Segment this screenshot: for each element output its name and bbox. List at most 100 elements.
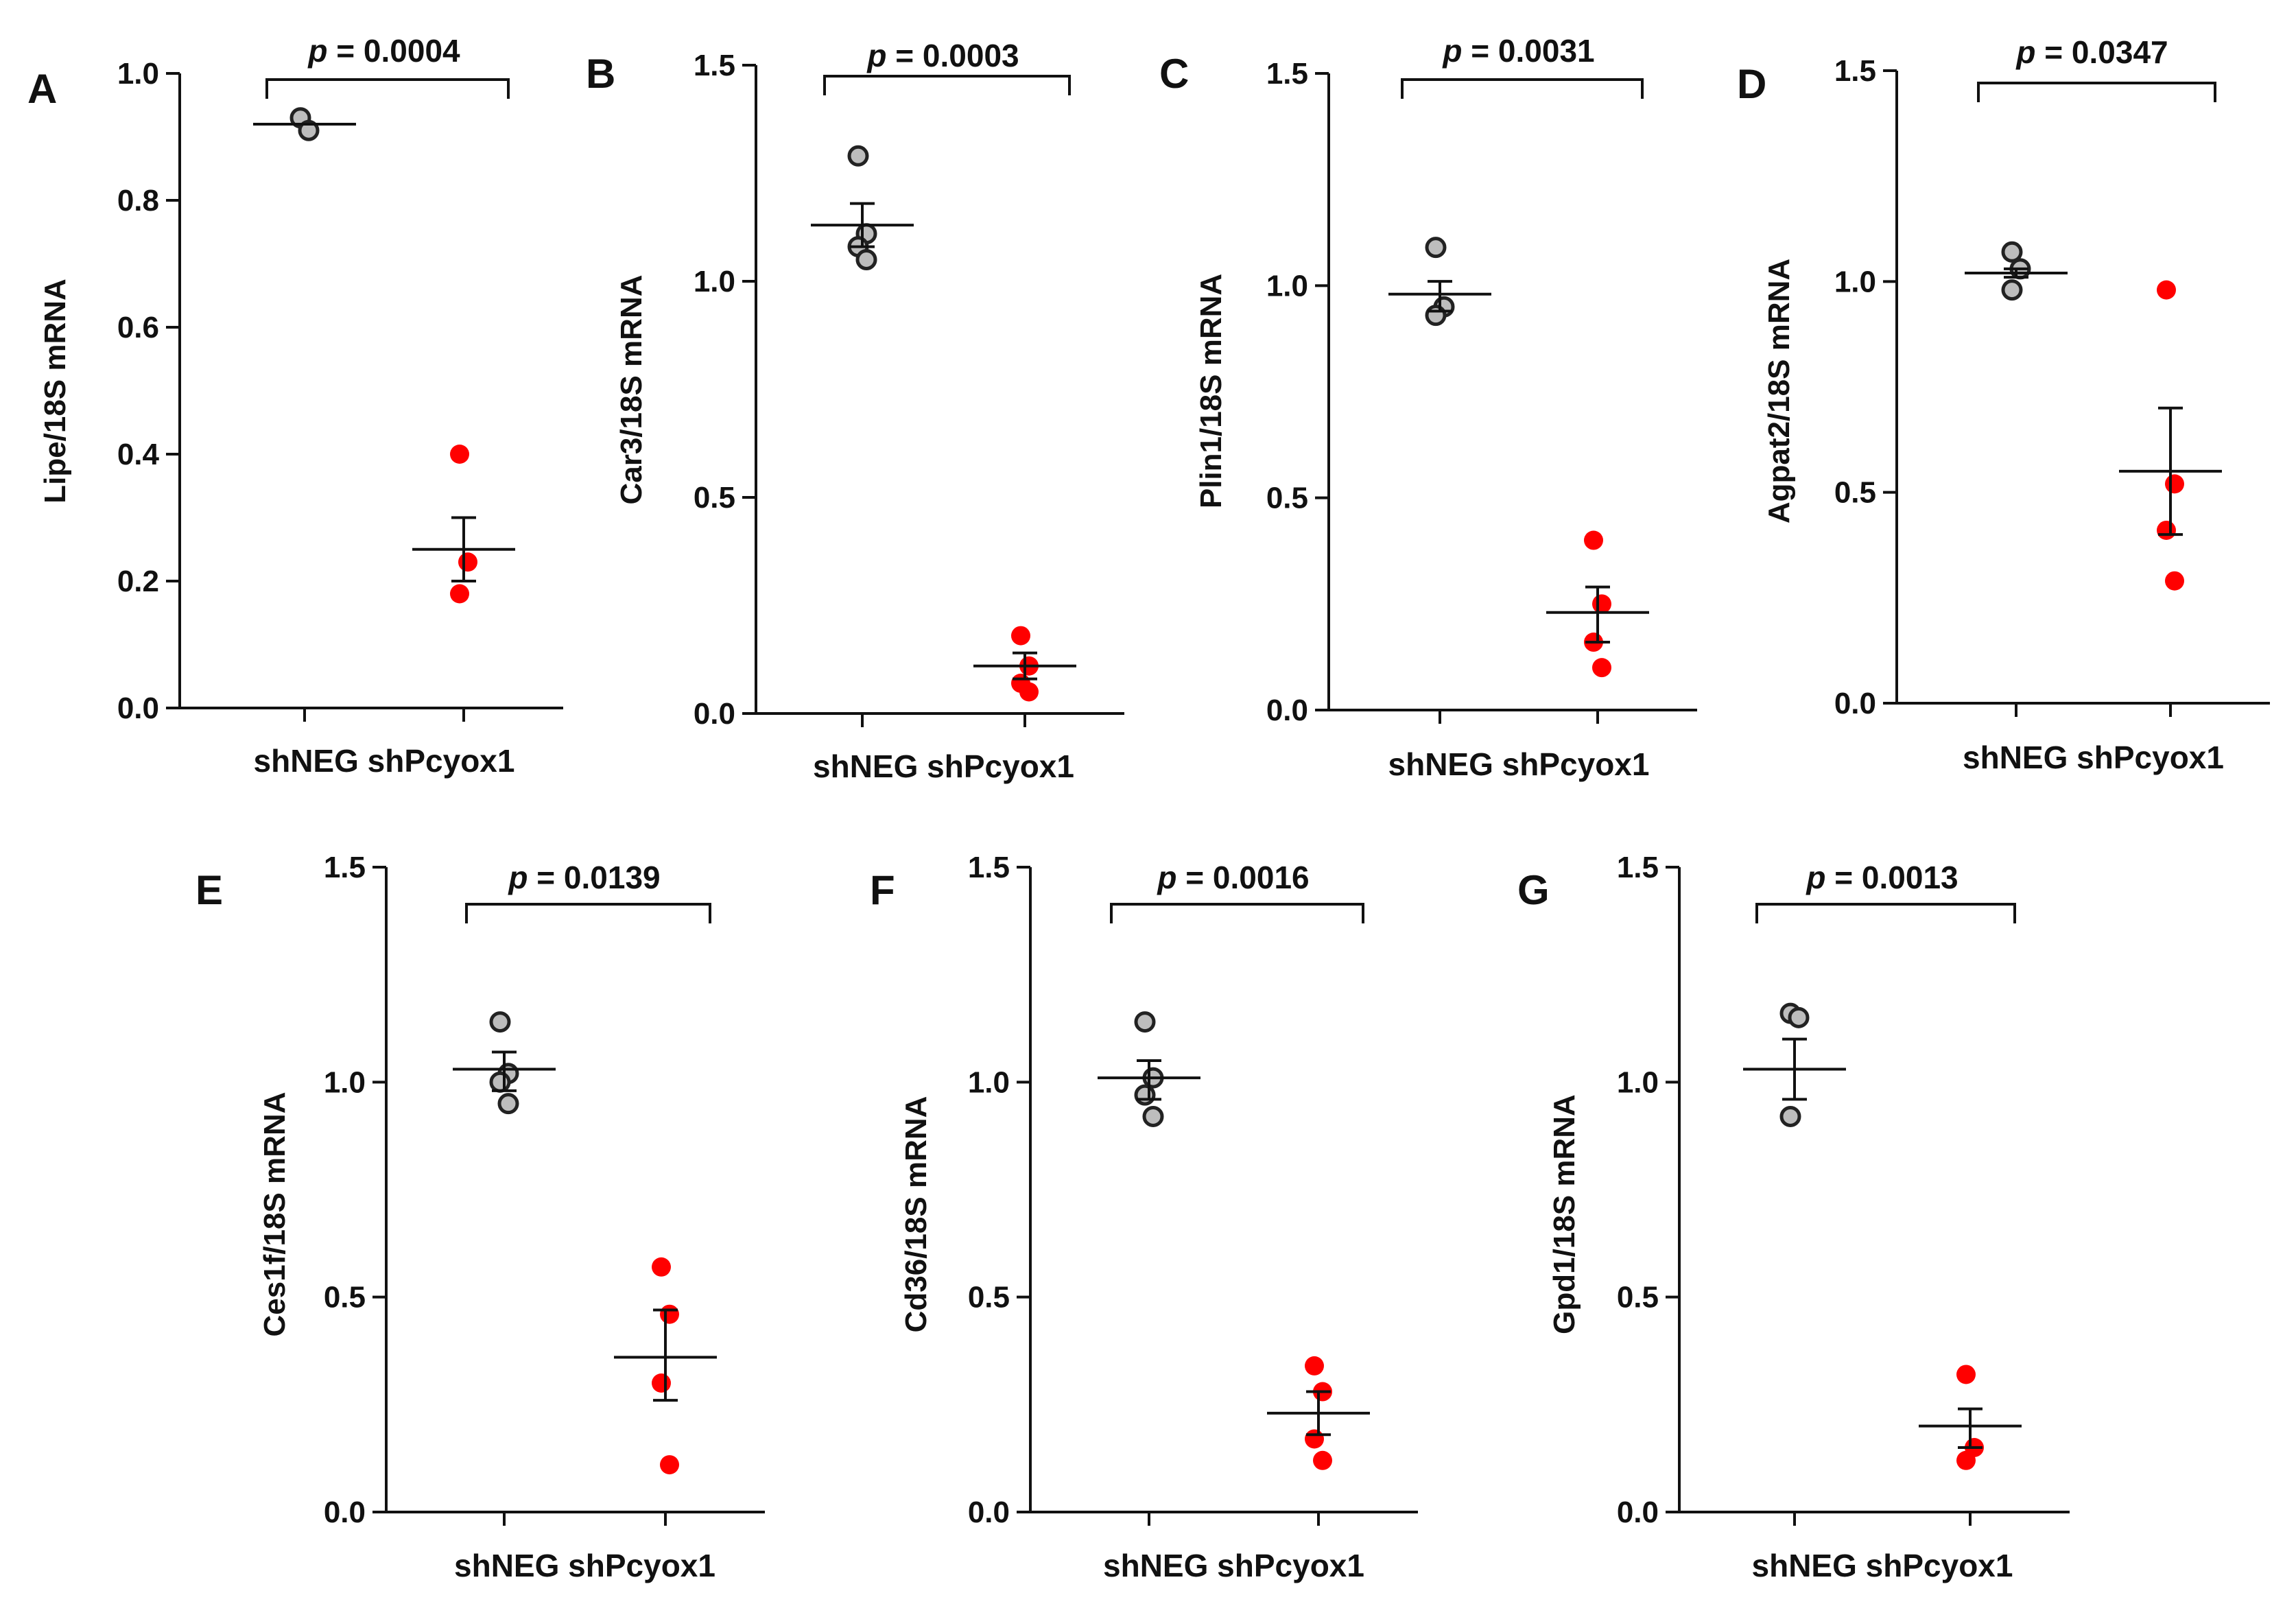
data-point-shpcyox1 [1011,626,1030,646]
group-shpcyox1 [412,445,515,604]
p-value-label: p = 0.0139 [507,860,660,895]
data-point-shpcyox1 [450,445,469,464]
y-tick-label: 1.0 [1617,1065,1659,1099]
panel-letter: B [586,51,615,97]
data-point-shpcyox1 [2157,520,2176,540]
x-category-labels: shNEG shPcyox1 [1388,746,1650,782]
panel-letter: A [27,66,57,112]
y-tick-label: 1.5 [324,851,366,884]
y-tick-label: 1.0 [694,265,735,298]
p-value-label: p = 0.0347 [2015,34,2168,70]
group-shpcyox1 [1267,1356,1370,1470]
y-tick-label: 0.5 [1834,476,1876,510]
group-shpcyox1 [1546,530,1649,678]
y-axis-label: Gpd1/18S mRNA [1548,1094,1581,1334]
y-tick-label: 0.6 [117,311,159,344]
significance-bracket [1755,903,2016,923]
data-point-shpcyox1 [1584,530,1603,550]
panel-b: B 0.0 0.5 1.0 1.5 shNEG shPcyox1 Car3/18S mRNA… [586,38,1124,784]
data-point-shpcyox1 [1305,1356,1324,1376]
y-axis-label: Lipe/18S mRNA [38,279,72,504]
significance-bracket [1977,82,2216,102]
x-category-labels: shNEG shPcyox1 [1752,1548,2013,1583]
significance-bracket [823,75,1071,95]
panel-a: A 0.0 0.2 0.4 0.6 0.8 1.0 shNEG shPcyox1 Lipe/18… [27,33,563,779]
data-point-shneg [2001,241,2023,263]
y-tick-label: 1.5 [694,49,735,82]
panel-letter: E [196,867,223,913]
x-category-labels: shNEG shPcyox1 [1963,740,2224,775]
x-category-labels: shNEG shPcyox1 [813,748,1074,784]
y-tick-label: 1.5 [968,851,1010,884]
y-tick-label: 0.5 [694,481,735,515]
y-tick-label: 0.0 [1617,1496,1659,1529]
data-point-shpcyox1 [450,584,469,604]
y-tick-label: 1.0 [1834,265,1876,298]
y-tick-label: 0.5 [324,1281,366,1314]
panel-letter: D [1737,61,1766,107]
y-tick-label: 0.5 [968,1281,1010,1314]
data-point-shneg [489,1071,511,1093]
y-tick-label: 0.0 [694,697,735,731]
data-point-shpcyox1 [660,1304,679,1324]
data-point-shneg [847,145,869,167]
data-point-shpcyox1 [458,552,477,572]
significance-bracket [1110,903,1364,923]
y-axis-label: Agpat2/18S mRNA [1762,259,1796,523]
y-tick-label: 0.0 [117,692,159,725]
y-tick-label: 1.5 [1266,57,1308,91]
panel-d: D 0.0 0.5 1.0 1.5 shNEG shPcyox1 Agpat2/18S mR… [1737,34,2270,775]
p-value-label: p = 0.0016 [1156,860,1309,895]
y-axis-label: Plin1/18S mRNA [1194,274,1228,508]
group-shneg [253,107,356,141]
panel-letter: G [1517,867,1550,913]
panel-g: G 0.0 0.5 1.0 1.5 shNEG shPcyox1 Gpd1/18S mRNA… [1517,851,2070,1583]
data-point-shpcyox1 [1956,1365,1976,1384]
y-tick-label: 0.2 [117,565,159,598]
y-tick-label: 1.0 [117,57,159,91]
y-tick-label: 0.5 [1617,1281,1659,1314]
group-shpcyox1 [973,626,1076,702]
y-tick-label: 0.0 [1834,687,1876,720]
y-tick-label: 1.5 [1617,851,1659,884]
data-point-shpcyox1 [2165,474,2184,494]
group-shpcyox1 [2119,280,2222,591]
data-point-shpcyox1 [2165,571,2184,591]
y-tick-label: 1.0 [1266,269,1308,303]
panel-letter: C [1159,51,1189,97]
significance-bracket [465,903,711,923]
data-point-shneg [489,1011,511,1033]
data-point-shpcyox1 [1313,1450,1332,1470]
panel-e: E 0.0 0.5 1.0 1.5 shNEG shPcyox1 Ces1f/18S mRN… [196,851,765,1583]
group-shpcyox1 [1919,1365,2022,1470]
group-shneg [1965,241,2068,301]
p-value-label: p = 0.0004 [307,33,460,69]
panel-letter: F [870,867,895,913]
significance-bracket [1401,78,1644,99]
data-point-shpcyox1 [1592,594,1611,614]
y-tick-label: 1.0 [968,1065,1010,1099]
group-shneg [453,1011,556,1115]
p-value-label: p = 0.0031 [1441,33,1594,69]
panel-f: F 0.0 0.5 1.0 1.5 shNEG shPcyox1 Cd36/18S mRNA… [870,851,1418,1583]
data-point-shneg [1134,1084,1156,1106]
y-axis-label: Car3/18S mRNA [615,274,648,504]
x-category-labels: shNEG shPcyox1 [1103,1548,1364,1583]
significance-bracket [265,78,510,99]
y-tick-label: 1.0 [324,1065,366,1099]
data-point-shpcyox1 [652,1373,671,1393]
y-axis-label: Ces1f/18S mRNA [258,1091,292,1336]
data-point-shneg [2001,279,2023,301]
y-tick-label: 0.0 [1266,694,1308,727]
data-point-shpcyox1 [1956,1450,1976,1470]
group-shneg [1743,1002,1846,1127]
y-tick-label: 1.5 [1834,54,1876,88]
group-shneg [811,145,914,270]
group-shpcyox1 [614,1257,717,1475]
data-point-shpcyox1 [660,1455,679,1475]
data-point-shneg [1779,1105,1801,1127]
data-point-shneg [298,119,320,141]
x-category-labels: shNEG shPcyox1 [454,1548,715,1583]
data-point-shpcyox1 [1305,1429,1324,1449]
